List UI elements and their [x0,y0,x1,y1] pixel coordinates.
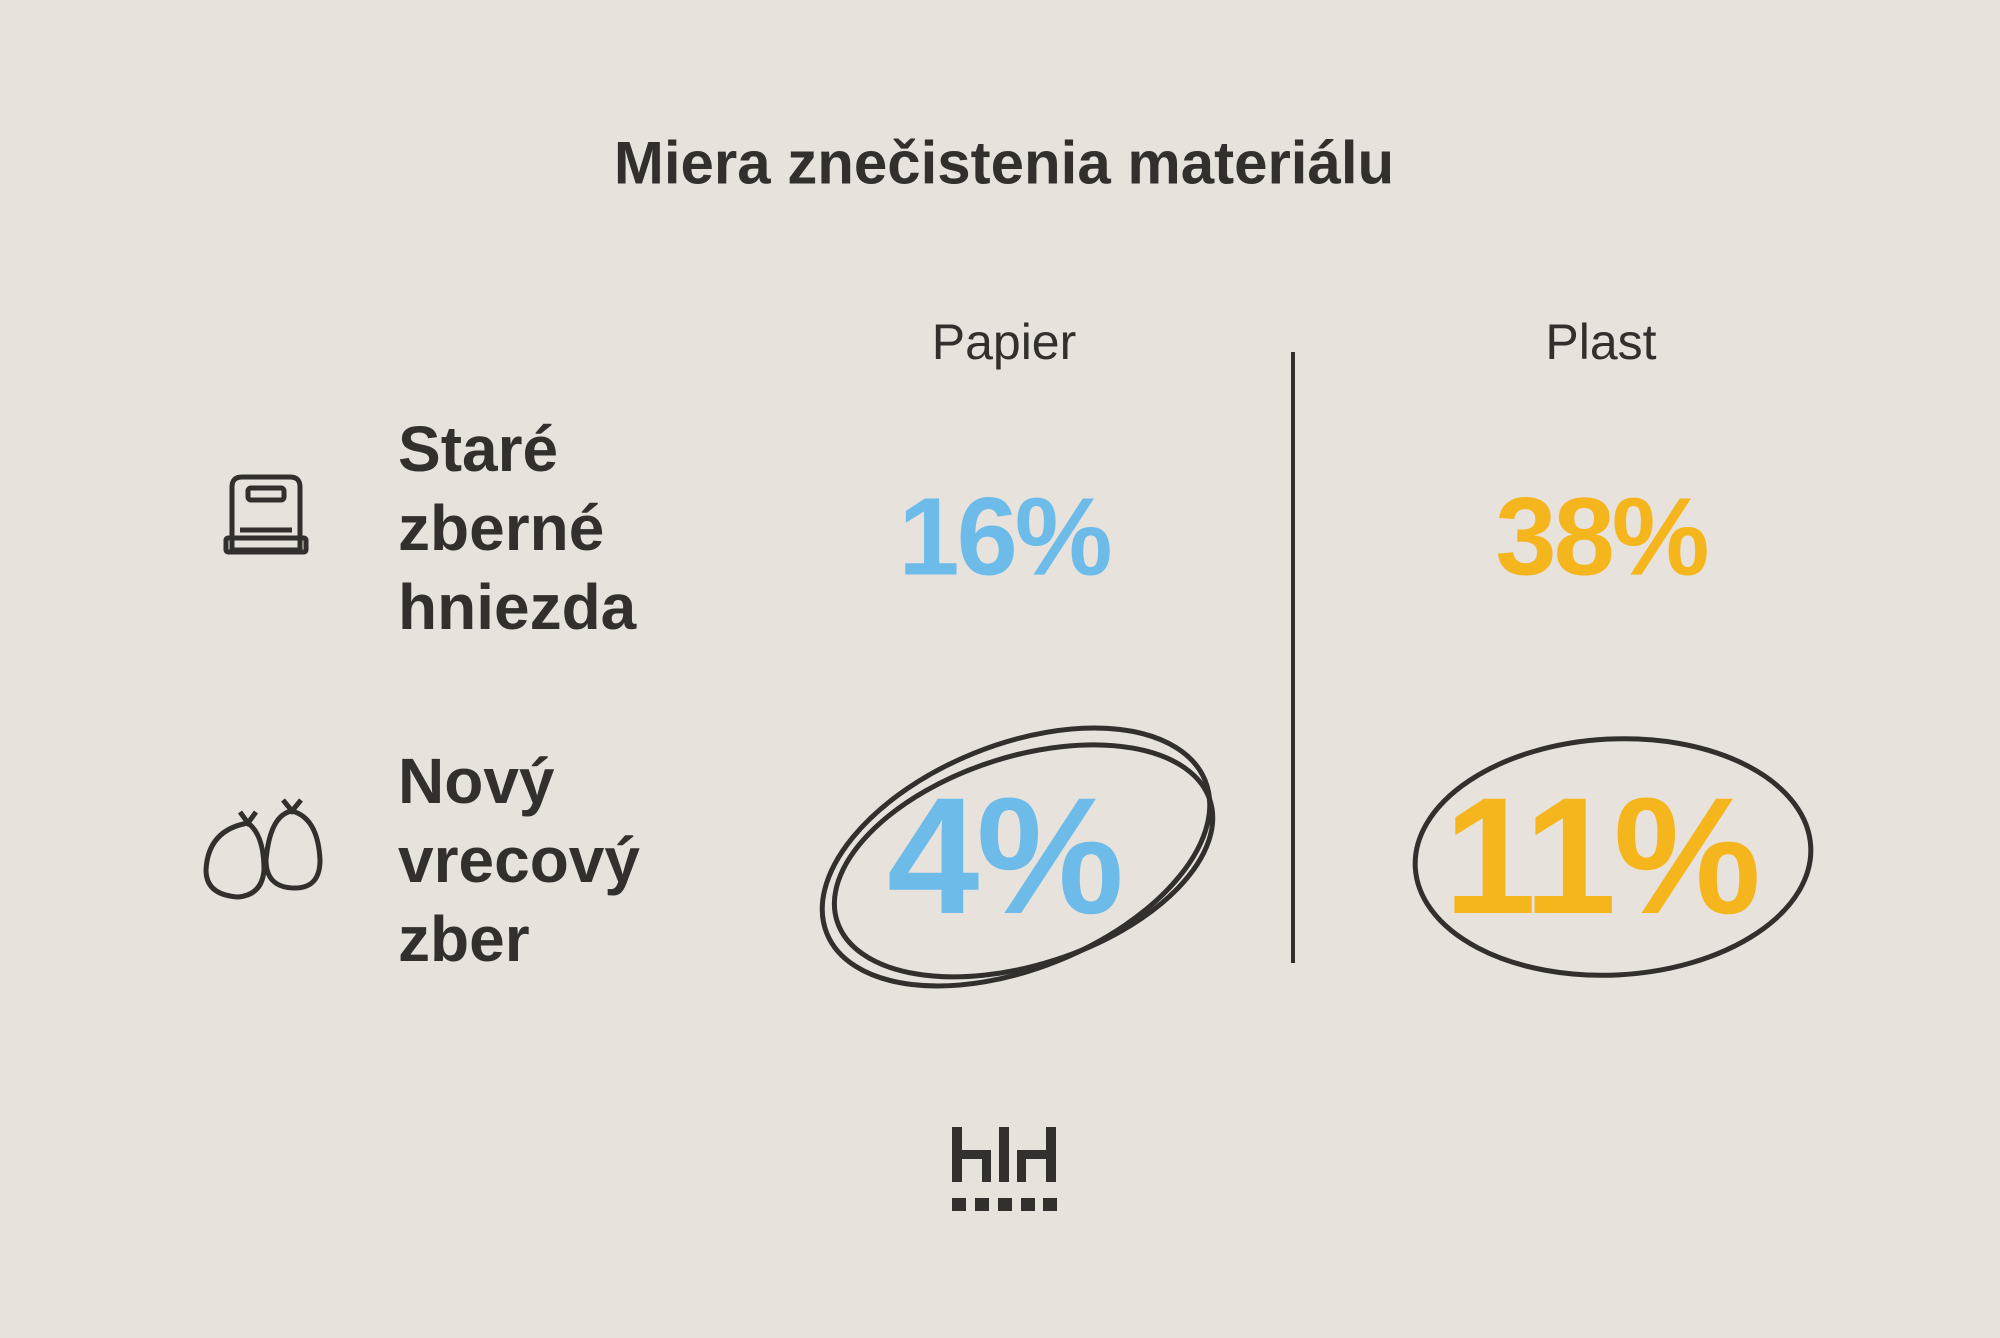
value: 11% [1443,764,1761,949]
value: 16% [898,475,1112,599]
row-label: Staré zberné hniezda [398,413,637,643]
bin-icon [223,474,309,555]
column-header: Plast [1545,314,1657,370]
highlight-circle [831,742,1216,980]
value: 4% [887,764,1124,949]
title: Miera znečistenia materiálu [613,129,1395,197]
logo [952,1127,1057,1211]
column-header: Papier [931,314,1077,370]
highlight-circle [1412,736,1814,978]
highlight-marks [819,725,1814,989]
value: 38% [1495,475,1709,599]
bags-icon [203,798,323,900]
row-label: Nový vrecový zber [398,745,640,975]
